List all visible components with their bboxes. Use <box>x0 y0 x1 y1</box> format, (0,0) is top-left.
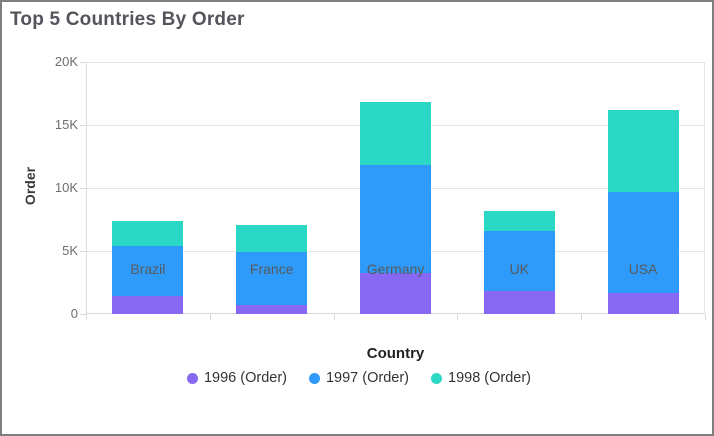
x-tick-mark <box>86 314 87 320</box>
bar-segment-1996-france[interactable] <box>236 305 308 314</box>
x-tick-mark <box>334 314 335 320</box>
legend-marker-icon <box>431 372 442 384</box>
y-tick-label: 5K <box>62 243 78 258</box>
legend-item-1998[interactable]: 1998 (Order) <box>431 370 531 386</box>
bar-segment-1996-germany[interactable] <box>360 273 431 314</box>
gridline-20K <box>86 62 705 63</box>
x-axis-title: Country <box>366 345 425 362</box>
x-tick-mark <box>705 314 706 320</box>
bar-segment-1997-brazil[interactable] <box>112 245 184 297</box>
legend-label: 1997 (Order) <box>325 370 409 386</box>
y-tick-mark <box>80 125 86 126</box>
bar-segment-1998-usa[interactable] <box>607 109 679 192</box>
x-tick-mark <box>457 314 458 320</box>
legend-label: 1998 (Order) <box>448 370 532 386</box>
x-tick-label-usa: USA <box>628 261 658 277</box>
bar-segment-1998-france[interactable] <box>236 224 308 253</box>
y-tick-label: 0 <box>70 306 78 321</box>
y-tick-mark <box>80 188 86 189</box>
x-tick-label-brazil: Brazil <box>130 261 166 277</box>
bar-segment-1996-usa[interactable] <box>607 292 679 314</box>
x-tick-label-germany: Germany <box>366 261 425 277</box>
legend-marker-icon <box>186 372 198 384</box>
bar-segment-1998-brazil[interactable] <box>112 220 184 246</box>
y-tick-mark <box>80 314 86 315</box>
bar-segment-1997-uk[interactable] <box>483 230 555 291</box>
bar-segment-1996-uk[interactable] <box>483 290 555 314</box>
x-tick-label-france: France <box>249 261 294 277</box>
chart-legend: 1996 (Order) 1997 (Order) 1998 (Order) <box>2 370 712 386</box>
x-tick-mark <box>581 314 582 320</box>
y-tick-mark <box>80 62 86 63</box>
x-tick-label-uk: UK <box>509 261 530 277</box>
bar-segment-1998-uk[interactable] <box>483 210 555 231</box>
bar-segment-1996-brazil[interactable] <box>112 296 184 314</box>
y-tick-mark <box>80 251 86 252</box>
x-tick-mark <box>210 314 211 320</box>
legend-label: 1996 (Order) <box>203 370 287 386</box>
bar-segment-1997-france[interactable] <box>236 252 308 306</box>
y-tick-label: 20K <box>54 54 78 69</box>
chart-title: Top 5 Countries By Order <box>10 9 245 30</box>
legend-marker-icon <box>308 372 320 384</box>
bar-segment-1997-usa[interactable] <box>607 191 679 293</box>
plot-area <box>80 62 706 320</box>
legend-item-1997[interactable]: 1997 (Order) <box>308 370 409 386</box>
bar-segment-1997-germany[interactable] <box>360 165 431 274</box>
y-tick-label: 15K <box>54 117 78 132</box>
bar-segment-1998-germany[interactable] <box>360 102 431 166</box>
legend-item-1996[interactable]: 1996 (Order) <box>186 370 287 386</box>
y-tick-label: 10K <box>54 180 78 195</box>
